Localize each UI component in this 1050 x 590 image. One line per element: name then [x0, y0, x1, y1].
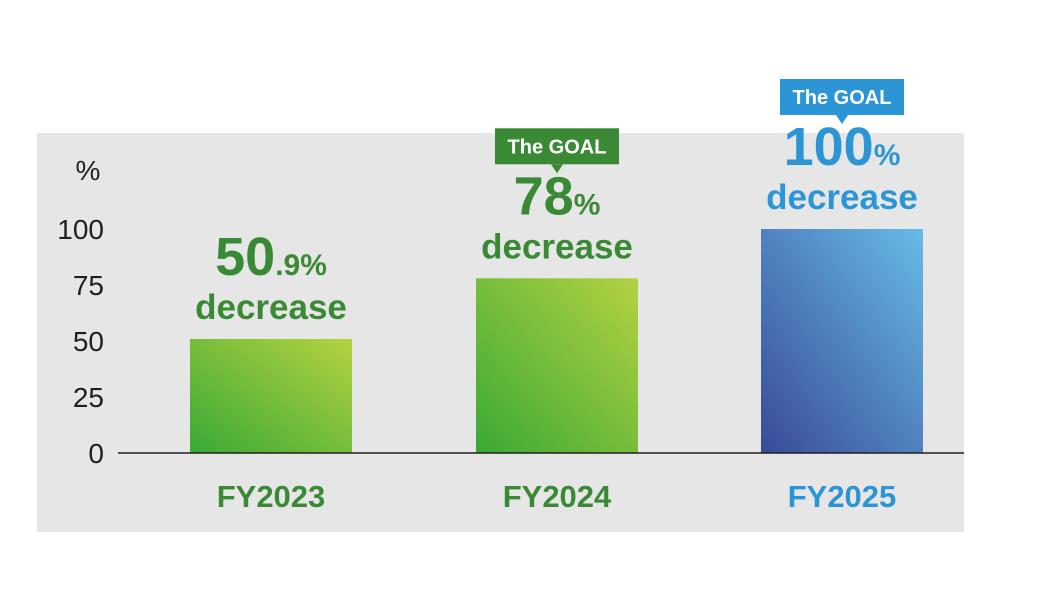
bar-fy2023 [190, 338, 352, 453]
goal-callout-pointer [836, 115, 848, 124]
y-tick-label: 50 [73, 326, 104, 357]
y-tick-label: 0 [88, 438, 104, 469]
bar-fy2024 [476, 278, 638, 453]
data-label-value: 78% [514, 166, 601, 226]
x-category-label: FY2024 [503, 479, 612, 514]
y-tick-label: 25 [73, 382, 104, 413]
x-category-label: FY2023 [217, 479, 326, 514]
goal-callout-text: The GOAL [508, 136, 607, 158]
data-label-value: 100% [784, 117, 901, 177]
y-tick-label: 100 [57, 214, 104, 245]
y-axis-unit-label: % [76, 155, 101, 186]
data-label-caption: decrease [195, 288, 347, 327]
goal-callout-box [495, 128, 619, 165]
x-category-label: FY2025 [788, 479, 897, 514]
goal-callout-text: The GOAL [793, 87, 892, 109]
data-label-value: 50.9% [215, 227, 327, 287]
y-tick-label: 75 [73, 270, 104, 301]
bar-fy2025 [761, 229, 923, 453]
goal-callout-box [780, 79, 904, 115]
data-label-caption: decrease [481, 227, 633, 266]
goal-callout-pointer [551, 164, 563, 174]
data-label-caption: decrease [766, 178, 918, 217]
